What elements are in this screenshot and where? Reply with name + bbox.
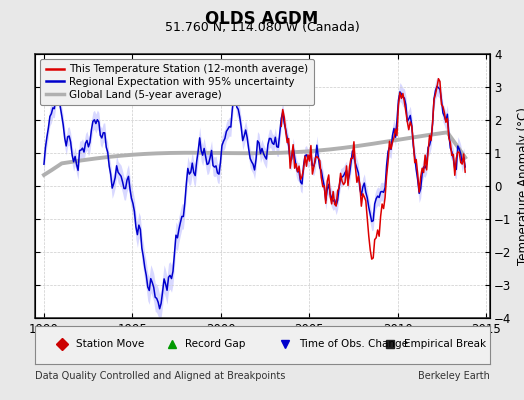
Text: Record Gap: Record Gap xyxy=(185,339,246,349)
Text: Empirical Break: Empirical Break xyxy=(403,339,486,349)
Y-axis label: Temperature Anomaly (°C): Temperature Anomaly (°C) xyxy=(517,107,524,265)
Text: OLDS AGDM: OLDS AGDM xyxy=(205,10,319,28)
Text: Time of Obs. Change: Time of Obs. Change xyxy=(299,339,408,349)
Text: 51.760 N, 114.080 W (Canada): 51.760 N, 114.080 W (Canada) xyxy=(165,21,359,34)
Text: Station Move: Station Move xyxy=(76,339,144,349)
Legend: This Temperature Station (12-month average), Regional Expectation with 95% uncer: This Temperature Station (12-month avera… xyxy=(40,59,314,105)
Text: Data Quality Controlled and Aligned at Breakpoints: Data Quality Controlled and Aligned at B… xyxy=(35,371,286,381)
Text: Berkeley Earth: Berkeley Earth xyxy=(418,371,490,381)
